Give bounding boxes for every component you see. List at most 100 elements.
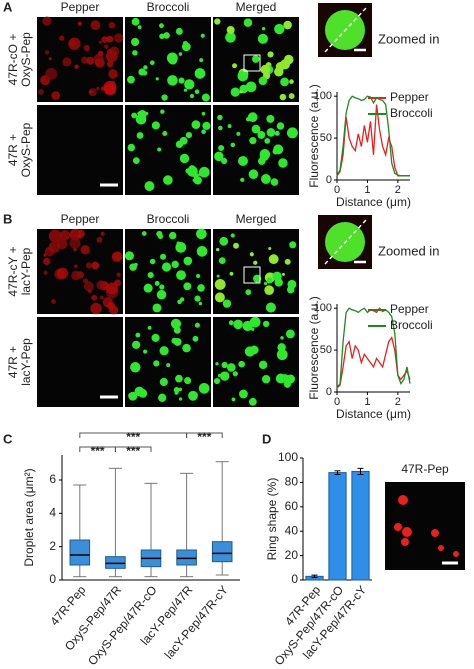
droplet bbox=[232, 63, 238, 69]
box bbox=[69, 539, 91, 566]
droplet bbox=[163, 175, 173, 185]
significance-bracket bbox=[114, 446, 152, 452]
droplet bbox=[193, 176, 202, 185]
x-tick-label: 2 bbox=[395, 184, 401, 196]
droplet bbox=[213, 377, 221, 385]
droplet bbox=[88, 88, 97, 97]
droplet bbox=[86, 56, 95, 65]
droplet bbox=[239, 90, 243, 94]
droplet bbox=[162, 130, 168, 137]
droplet bbox=[179, 153, 190, 164]
droplet bbox=[240, 177, 245, 182]
panel-label: C bbox=[3, 431, 13, 446]
droplet bbox=[130, 362, 141, 373]
y-tick-label: 0 bbox=[326, 174, 332, 186]
droplet bbox=[91, 261, 100, 270]
droplet bbox=[238, 389, 248, 399]
droplet bbox=[226, 25, 235, 35]
column-header: Merged bbox=[236, 212, 277, 226]
droplet bbox=[261, 375, 271, 384]
droplet bbox=[90, 20, 101, 31]
droplet bbox=[264, 138, 271, 144]
droplet bbox=[111, 251, 123, 262]
legend-label: Pepper bbox=[390, 90, 429, 104]
droplet bbox=[96, 280, 106, 290]
droplet bbox=[187, 165, 198, 177]
droplet bbox=[137, 109, 147, 119]
droplet bbox=[281, 272, 285, 276]
droplet bbox=[201, 129, 206, 135]
droplet bbox=[128, 391, 138, 401]
droplet bbox=[260, 174, 271, 184]
droplet bbox=[88, 289, 92, 293]
droplet bbox=[272, 271, 282, 282]
droplet bbox=[431, 529, 439, 537]
droplet bbox=[245, 81, 257, 93]
droplet bbox=[80, 245, 90, 255]
droplet bbox=[438, 545, 444, 551]
droplet bbox=[216, 274, 220, 278]
droplet bbox=[48, 57, 52, 61]
droplet bbox=[74, 264, 78, 269]
droplet bbox=[108, 69, 118, 79]
droplet bbox=[200, 33, 205, 38]
droplet bbox=[183, 88, 188, 92]
droplet bbox=[156, 289, 167, 300]
droplet bbox=[51, 299, 56, 304]
droplet bbox=[93, 53, 104, 64]
droplet bbox=[108, 305, 119, 315]
droplet bbox=[283, 54, 294, 65]
droplet bbox=[71, 270, 81, 281]
droplet bbox=[170, 318, 182, 329]
significance-label: *** bbox=[197, 430, 211, 444]
droplet bbox=[194, 89, 200, 95]
droplet bbox=[185, 131, 193, 139]
droplet bbox=[167, 75, 178, 86]
droplet bbox=[198, 166, 210, 178]
droplet bbox=[217, 114, 223, 121]
significance-label: *** bbox=[91, 444, 105, 458]
row-label: OxyS-Pep bbox=[19, 122, 33, 177]
droplet bbox=[166, 52, 178, 64]
droplet bbox=[238, 360, 245, 368]
droplet bbox=[218, 125, 223, 131]
zoom-box bbox=[243, 54, 261, 72]
droplet bbox=[230, 142, 236, 148]
micrograph bbox=[37, 105, 123, 195]
droplet bbox=[74, 64, 79, 69]
droplet bbox=[189, 93, 195, 99]
droplet bbox=[160, 109, 165, 114]
droplet bbox=[188, 390, 198, 401]
y-tick-label: 6 bbox=[49, 472, 56, 486]
droplet bbox=[161, 262, 172, 272]
droplet bbox=[274, 67, 284, 77]
droplet bbox=[152, 303, 162, 313]
droplet bbox=[258, 76, 268, 86]
droplet bbox=[277, 343, 286, 352]
bar bbox=[328, 472, 347, 581]
y-tick-label: 0 bbox=[49, 572, 56, 586]
droplet bbox=[178, 397, 183, 401]
droplet bbox=[171, 260, 179, 269]
droplet bbox=[194, 68, 206, 79]
y-tick-label: 20 bbox=[285, 548, 299, 562]
legend-label: Broccoli bbox=[390, 106, 433, 120]
droplet bbox=[214, 279, 226, 290]
droplet bbox=[259, 151, 269, 161]
zoom-line bbox=[324, 7, 367, 53]
droplet bbox=[171, 337, 178, 344]
line-series bbox=[336, 307, 411, 389]
droplet bbox=[286, 286, 295, 294]
y-tick-label: 0 bbox=[326, 386, 332, 398]
droplet bbox=[214, 151, 224, 162]
droplet bbox=[159, 253, 167, 260]
droplet bbox=[99, 295, 104, 300]
droplet bbox=[147, 326, 152, 330]
droplet bbox=[131, 37, 140, 47]
droplet bbox=[265, 302, 276, 313]
droplet bbox=[159, 377, 168, 387]
droplet bbox=[280, 336, 284, 340]
droplet bbox=[253, 274, 262, 283]
droplet bbox=[274, 130, 280, 136]
droplet bbox=[280, 77, 289, 87]
